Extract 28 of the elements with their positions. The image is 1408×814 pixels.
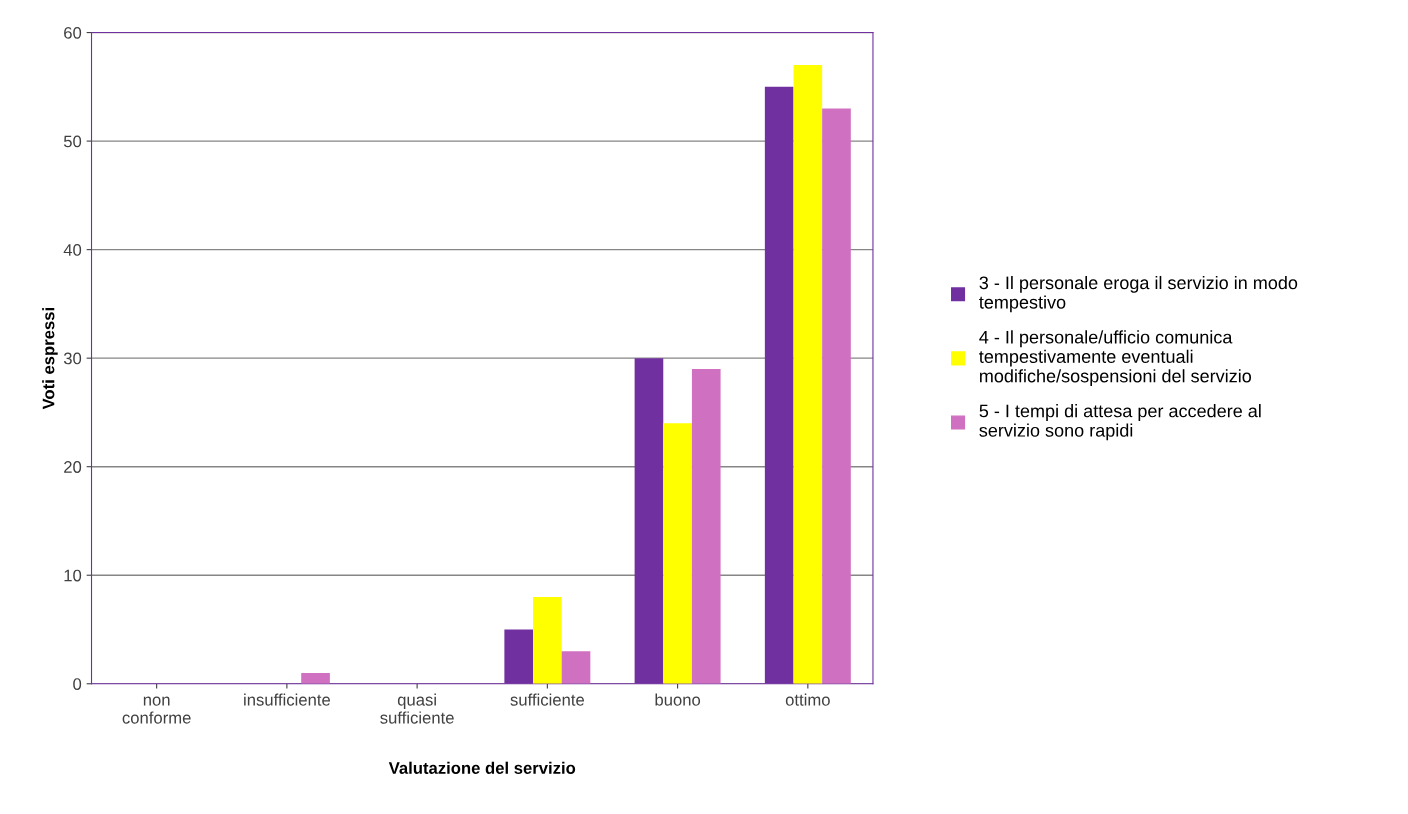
x-axis-title: Valutazione del servizio <box>388 761 576 774</box>
y-axis-title: Voti espressi <box>42 308 58 410</box>
x-tick-label: non conforme <box>122 696 191 724</box>
y-tick-label: 20 <box>64 461 82 473</box>
bar <box>561 651 591 684</box>
bar <box>301 672 330 684</box>
x-tick-label: ottimo <box>785 693 830 706</box>
y-tick-label: 60 <box>64 26 82 39</box>
y-tick-label: 10 <box>64 569 82 582</box>
bar <box>663 423 692 684</box>
x-tick-label: buono <box>655 693 701 706</box>
x-tick-label: sufficiente <box>510 693 584 706</box>
bar <box>533 596 562 684</box>
x-tick-label: quasi sufficiente <box>380 693 454 724</box>
bar <box>504 629 534 684</box>
bar <box>634 358 664 684</box>
x-tick-label: insufficiente <box>244 693 330 706</box>
legend-label: 5 - I tempi di attesa per accedere al servizio sono rapidi <box>979 404 1261 441</box>
bar <box>691 369 721 684</box>
y-tick-label: 30 <box>63 352 82 365</box>
bar <box>764 86 794 684</box>
y-tick-label: 0 <box>73 678 82 690</box>
bar <box>822 108 851 684</box>
y-tick-label: 50 <box>63 135 82 148</box>
y-tick-label: 40 <box>63 244 82 256</box>
legend-label: 4 - Il personale/ufficio comunica tempestivamente eventuali modifiche/sospensioni del servizio <box>979 330 1252 387</box>
bar <box>793 65 823 684</box>
legend-label: 3 - Il personale eroga il servizio in modo tempestivo <box>979 275 1298 313</box>
